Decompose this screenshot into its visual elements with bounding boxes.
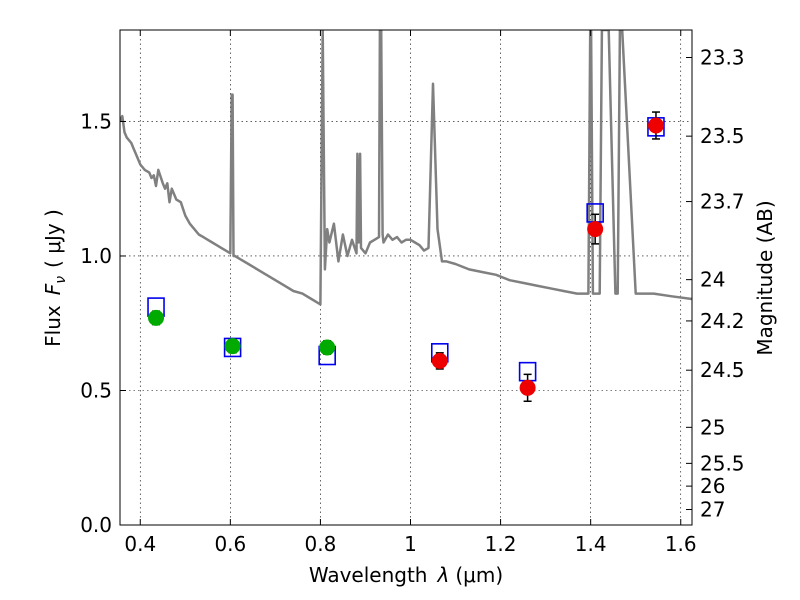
y-axis-title: Flux Fν ( μJy ) <box>41 209 69 347</box>
x-axis-title-symbol: λ <box>437 563 450 587</box>
observed-photometry <box>148 111 664 402</box>
model-spectrum-line <box>120 30 692 306</box>
y-tick-label: 0.0 <box>80 513 112 537</box>
y-tick-label: 1.5 <box>80 109 112 133</box>
observed-point-nir <box>647 117 664 134</box>
x-axis-title-text: Wavelength <box>309 563 428 587</box>
y-tick-label: 0.5 <box>80 378 112 402</box>
x-tick-label: 1 <box>404 532 417 556</box>
y-axis-ticks: 0.0 0.5 1.0 1.5 <box>80 109 126 537</box>
observed-point-optical <box>148 309 165 326</box>
y2-tick-label: 26 <box>700 474 725 498</box>
y-axis-title-text: Flux <box>41 305 65 347</box>
y2-tick-label: 23.5 <box>700 124 745 148</box>
model-spectrum <box>120 30 692 306</box>
observed-point-nir <box>431 352 448 369</box>
plot-frame <box>119 29 693 526</box>
y-axis-title-symbol: F <box>41 283 65 295</box>
x-tick-label: 1.2 <box>485 532 517 556</box>
x-tick-label: 0.4 <box>124 532 156 556</box>
y-axis-title-unit: ( μJy ) <box>41 209 65 268</box>
x-tick-label: 0.8 <box>305 532 337 556</box>
observed-point-optical <box>224 338 241 355</box>
x-tick-label: 1.6 <box>665 532 697 556</box>
x-axis-title-unit: (μm) <box>455 563 503 587</box>
x-axis-ticks: 0.4 0.6 0.8 1 1.2 1.4 1.6 <box>124 30 697 556</box>
observed-point-nir <box>519 379 536 396</box>
y2-tick-label: 24 <box>700 268 725 292</box>
x-tick-label: 0.6 <box>214 532 246 556</box>
y2-tick-label: 23.3 <box>700 45 745 69</box>
y-tick-label: 1.0 <box>80 244 112 268</box>
y2-tick-label: 25.5 <box>700 451 745 475</box>
y2-tick-label: 24.5 <box>700 358 745 382</box>
y2-tick-label: 27 <box>700 498 725 522</box>
y2-tick-label: 25 <box>700 415 725 439</box>
y2-tick-label: 23.7 <box>700 190 745 214</box>
observed-point-nir <box>587 221 604 238</box>
x-tick-label: 1.4 <box>575 532 607 556</box>
observed-point-optical <box>319 339 336 356</box>
x-axis-title: Wavelength λ (μm) <box>309 563 503 587</box>
y2-axis-title: Magnitude (AB) <box>753 200 777 355</box>
y2-tick-label: 24.2 <box>700 309 745 333</box>
y-axis-title-subscript: ν <box>53 276 69 284</box>
